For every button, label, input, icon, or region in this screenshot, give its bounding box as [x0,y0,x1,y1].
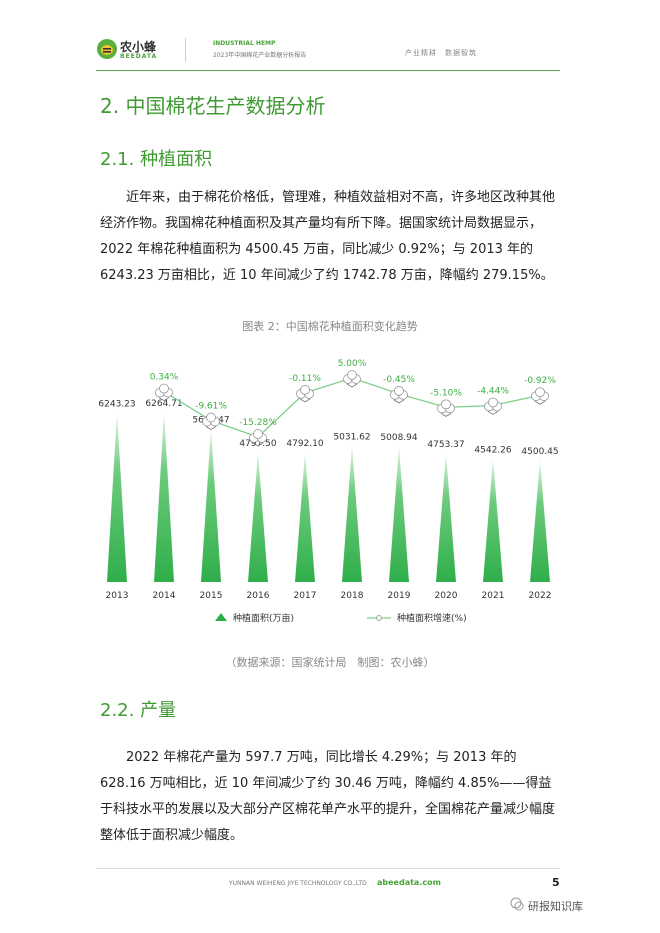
chart-title: 图表 2：中国棉花种植面积变化趋势 [242,320,418,333]
bar-2019 [389,446,409,582]
growth-point-stem [158,397,170,402]
bar-value-label: 6264.71 [145,399,182,409]
legend-line-marker [376,615,382,621]
growth-point-stem [299,398,311,403]
x-tick-label: 2022 [529,591,552,601]
page-header: 农小蜂 BEEDATA INDUSTRIAL HEMP 2023年中国棉花产业数… [0,0,660,72]
bar-2014 [154,412,174,582]
growth-point-stem [205,426,217,430]
bar-2016 [248,451,268,582]
area-chart: 6243.2320136264.7120145662.4720154797.50… [98,359,558,624]
legend-label: 种植面积增速(%) [397,612,467,624]
growth-value-label: 5.00% [338,359,367,369]
bar-value-label: 5031.62 [333,432,370,442]
growth-point-2022 [535,387,545,398]
bar-2015 [201,428,221,582]
bee-logo-icon [97,39,117,59]
logo-subtext: BEEDATA [120,53,158,60]
bar-value-label: 4797.50 [239,439,276,449]
growth-point-2014 [159,383,169,394]
growth-point-stem [487,411,499,415]
growth-point-2019 [394,386,404,396]
growth-value-label: -0.11% [289,374,321,384]
page-number: 5 [552,876,560,889]
growth-point-2020 [441,399,451,410]
header-divider [185,38,186,62]
bar-2022 [530,459,550,582]
x-tick-label: 2016 [247,591,270,601]
subsection-title-area: 2.1. 种植面积 [100,149,213,170]
growth-point-stem [252,442,264,447]
x-tick-label: 2014 [153,591,176,601]
logo-text: 农小蜂 [120,40,157,54]
growth-point-2018 [347,370,357,380]
legend-bar-swatch [215,613,227,621]
bar-2017 [295,451,315,582]
bar-value-label: 5008.94 [380,433,417,443]
header-slogan: 产业精耕 数据智筑 [405,49,477,57]
growth-point-stem [440,413,452,417]
growth-point-stem [393,399,405,404]
x-tick-label: 2018 [341,591,364,601]
bar-value-label: 4500.45 [521,447,558,457]
report-name-en: INDUSTRIAL HEMP [213,40,276,47]
footer-rule [96,868,560,869]
bar-value-label: 6243.23 [98,400,135,410]
output-paragraph: 2022 年棉花产量为 597.7 万吨，同比增长 4.29%；与 2013 年… [100,750,556,843]
x-tick-label: 2013 [106,591,129,601]
bar-2021 [483,458,503,582]
growth-value-label: -9.61% [195,402,227,412]
bar-value-label: 4542.26 [474,446,511,456]
growth-value-label: -0.45% [383,375,415,385]
report-name-cn: 2023年中国棉花产业数据分析报告 [213,52,307,59]
header-rule [96,70,560,71]
footer-company: YUNNAN WEIHENG JIYE TECHNOLOGY CO.,LTD [229,880,367,887]
x-tick-label: 2019 [388,591,411,601]
growth-point-2017 [300,385,310,395]
footer-website: abeedata.com [377,878,441,887]
x-tick-label: 2017 [294,591,317,601]
bar-2013 [107,412,127,582]
bar-2018 [342,445,362,582]
bar-value-label: 4792.10 [286,439,323,449]
growth-point-stem [534,400,546,405]
section-title: 2. 中国棉花生产数据分析 [100,94,326,118]
watermark-text: 研报知识库 [528,900,583,913]
growth-value-label: -4.44% [477,386,509,396]
growth-point-2021 [488,397,498,408]
subsection-title-output: 2.2. 产量 [100,700,177,721]
x-tick-label: 2015 [200,591,223,601]
growth-value-label: -0.92% [524,376,556,386]
legend-label: 种植面积(万亩) [233,612,294,624]
area-paragraph: 近年来，由于棉花价格低，管理难，种植效益相对不高，许多地区改种其他经济作物。我国… [100,190,556,283]
growth-value-label: -5.10% [430,388,462,398]
growth-value-label: -15.28% [239,418,277,428]
growth-value-label: 0.34% [150,373,179,383]
x-tick-label: 2021 [482,591,505,601]
wechat-icon [510,897,524,911]
bar-value-label: 4753.37 [427,440,464,450]
x-tick-label: 2020 [435,591,458,601]
chart-source: （数据来源：国家统计局 制图：农小蜂） [225,656,435,669]
growth-point-stem [346,383,358,388]
growth-point-2016 [253,429,263,439]
bar-2020 [436,453,456,582]
growth-point-2015 [206,412,216,423]
